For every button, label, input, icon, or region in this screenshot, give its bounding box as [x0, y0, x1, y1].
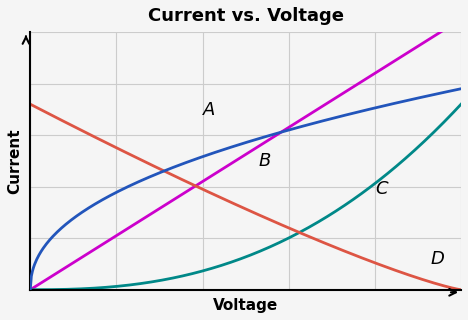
- Y-axis label: Current: Current: [7, 128, 22, 194]
- Text: B: B: [259, 152, 271, 170]
- Text: C: C: [375, 180, 388, 198]
- Text: A: A: [203, 100, 215, 118]
- Text: D: D: [431, 250, 445, 268]
- X-axis label: Voltage: Voltage: [213, 298, 278, 313]
- Title: Current vs. Voltage: Current vs. Voltage: [148, 7, 344, 25]
